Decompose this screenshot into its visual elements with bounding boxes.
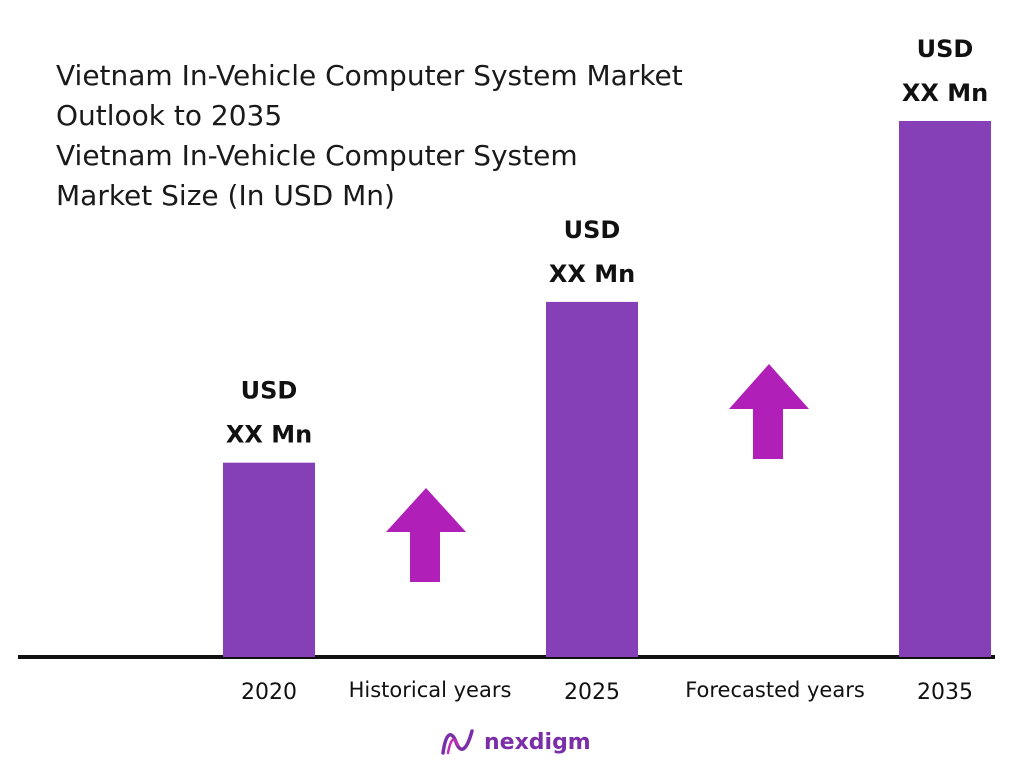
title-block: Vietnam In-Vehicle Computer System Marke… <box>56 56 776 216</box>
data-label-currency: USD <box>564 216 621 244</box>
x-tick-label: 2035 <box>917 680 973 705</box>
x-tick-label: 2025 <box>564 680 620 705</box>
data-label-value: XX Mn <box>902 79 988 107</box>
bar-2025 <box>546 301 638 657</box>
data-label-value: XX Mn <box>226 421 312 449</box>
brand-name: nexdigm <box>484 729 591 755</box>
growth-arrow-icon <box>386 488 466 582</box>
chart-title-line2: Outlook to 2035 <box>56 99 283 132</box>
period-label-historical: Historical years <box>349 678 512 702</box>
chart-subtitle-line2: Market Size (In USD Mn) <box>56 179 395 212</box>
x-tick-label: 2020 <box>241 680 297 705</box>
bar-2020 <box>223 462 315 657</box>
data-label-currency: USD <box>241 377 298 405</box>
nexdigm-logo-icon <box>441 729 474 755</box>
data-label-currency: USD <box>917 35 974 63</box>
brand-logo: nexdigm <box>440 724 591 760</box>
bar-2035 <box>899 121 991 657</box>
growth-arrow-icon <box>729 364 809 459</box>
data-label-value: XX Mn <box>549 260 635 288</box>
period-label-forecasted: Forecasted years <box>685 678 865 702</box>
chart-title: Vietnam In-Vehicle Computer System Marke… <box>56 59 683 92</box>
chart-subtitle: Vietnam In-Vehicle Computer System <box>56 139 578 172</box>
